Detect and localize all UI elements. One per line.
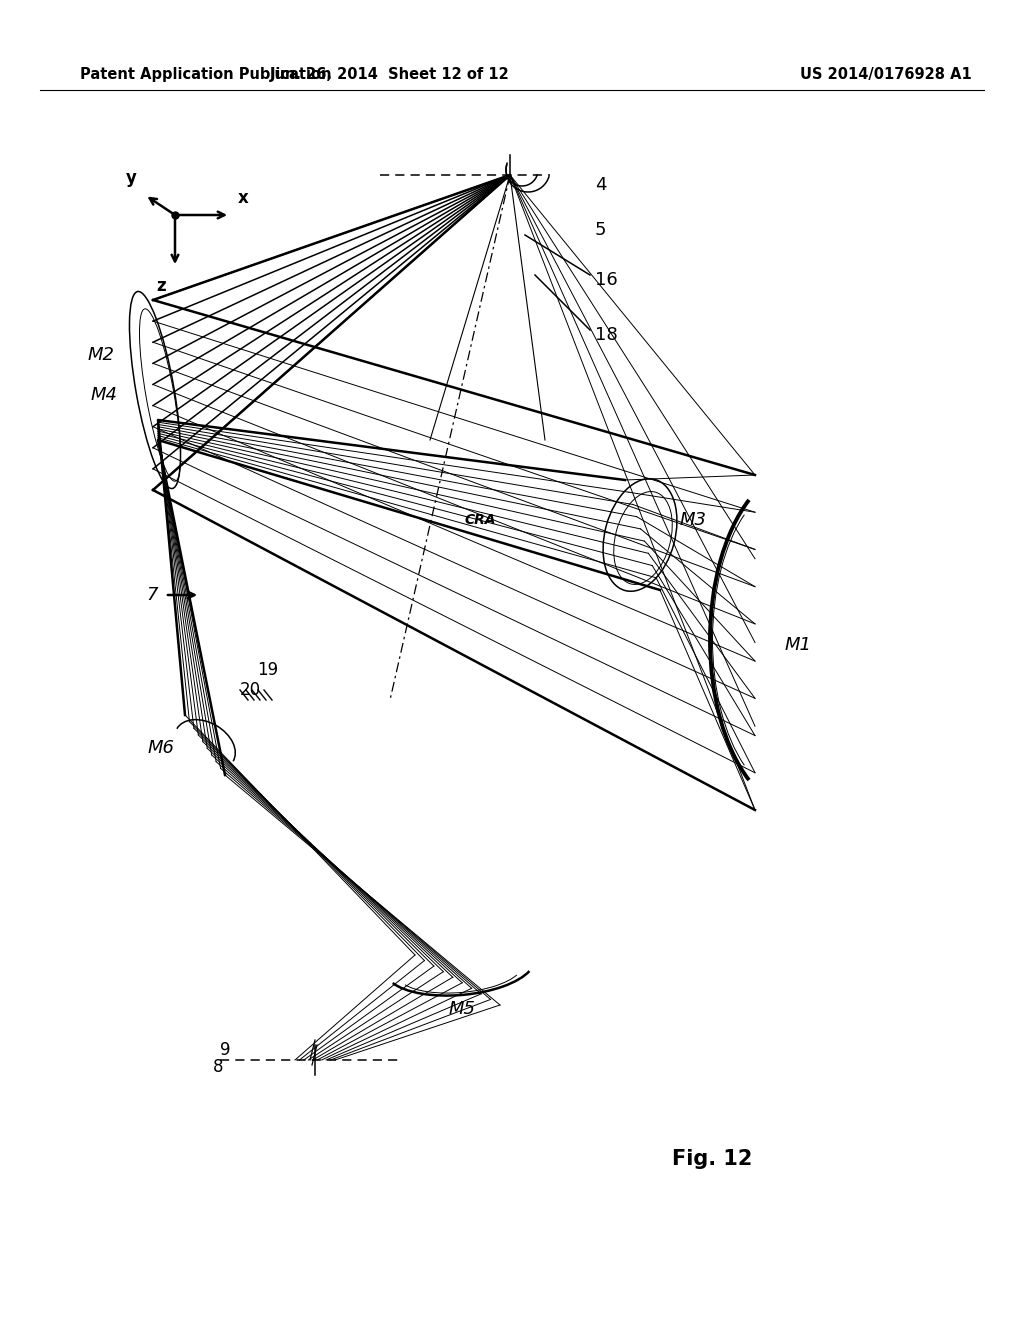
Text: z: z bbox=[157, 277, 166, 294]
Text: M2: M2 bbox=[88, 346, 115, 364]
Text: Jun. 26, 2014  Sheet 12 of 12: Jun. 26, 2014 Sheet 12 of 12 bbox=[270, 67, 510, 82]
Text: 20: 20 bbox=[240, 681, 260, 700]
Text: M3: M3 bbox=[680, 511, 707, 529]
Text: 7: 7 bbox=[146, 586, 158, 605]
Text: 19: 19 bbox=[257, 661, 279, 678]
Text: M6: M6 bbox=[148, 739, 175, 756]
Text: 8: 8 bbox=[213, 1059, 223, 1076]
Text: 9: 9 bbox=[220, 1041, 230, 1059]
Text: 5: 5 bbox=[595, 220, 606, 239]
Text: M1: M1 bbox=[785, 636, 812, 653]
Text: 18: 18 bbox=[595, 326, 617, 345]
Text: 16: 16 bbox=[595, 271, 617, 289]
Text: y: y bbox=[126, 169, 137, 187]
Text: M5: M5 bbox=[449, 1001, 475, 1018]
Text: M4: M4 bbox=[91, 385, 118, 404]
Text: Fig. 12: Fig. 12 bbox=[672, 1148, 753, 1170]
Text: US 2014/0176928 A1: US 2014/0176928 A1 bbox=[800, 67, 972, 82]
Text: Patent Application Publication: Patent Application Publication bbox=[80, 67, 332, 82]
Text: CRA: CRA bbox=[464, 513, 496, 527]
Text: 4: 4 bbox=[595, 176, 606, 194]
Text: x: x bbox=[238, 189, 249, 207]
